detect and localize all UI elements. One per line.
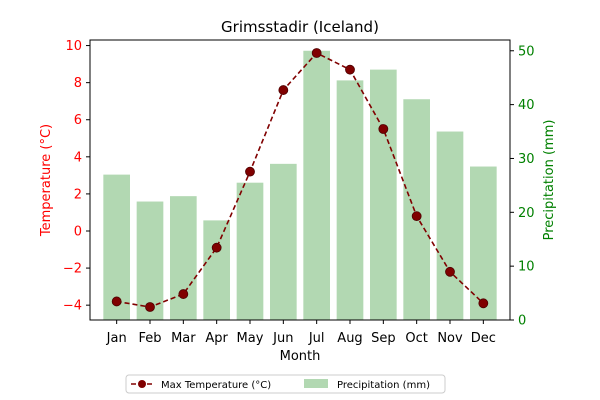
temp-point-jan: [111, 296, 122, 307]
right-tick-label: 50: [518, 44, 535, 59]
precipitation-bars: [103, 50, 497, 321]
precip-bar-jan: [103, 174, 130, 320]
x-tick-label: Nov: [437, 331, 463, 346]
legend-marker-swatch: [138, 380, 146, 388]
precip-bar-may: [236, 182, 264, 320]
right-y-axis: 0 10 20 30 40 50: [510, 44, 535, 329]
legend: Max Temperature (°C) Precipitation (mm): [125, 374, 446, 394]
precip-bar-jun: [270, 163, 297, 320]
left-y-axis: −4 −2 0 2 4 6 8 10: [63, 39, 90, 314]
chart-title: Grimsstadir (Iceland): [221, 18, 379, 36]
left-tick-label: 4: [74, 150, 82, 165]
temp-point-feb: [145, 302, 155, 312]
left-y-axis-label: Temperature (°C): [39, 124, 54, 237]
precip-bar-aug: [336, 80, 364, 320]
x-axis-label: Month: [280, 349, 321, 364]
precip-bar-apr: [203, 220, 230, 320]
x-tick-label: Jul: [308, 331, 325, 346]
x-tick-label: Jun: [272, 331, 293, 346]
precip-bar-nov: [436, 131, 464, 320]
x-tick-label: Apr: [205, 331, 228, 346]
temp-point-jun: [278, 85, 289, 95]
left-tick-label: 8: [74, 76, 82, 91]
right-tick-label: 10: [518, 260, 535, 275]
left-tick-label: −2: [63, 262, 82, 277]
right-y-axis-label: Precipitation (mm): [542, 120, 557, 241]
right-tick-label: 30: [518, 152, 535, 167]
x-tick-label: Feb: [138, 331, 161, 346]
legend-bar-swatch: [304, 379, 328, 388]
x-tick-label: Oct: [405, 331, 427, 346]
temp-point-jul: [311, 48, 322, 58]
legend-label-temperature: Max Temperature (°C): [161, 380, 271, 391]
x-axis: Jan Feb Mar Apr May Jun Jul Aug Sep Oct Nov Dec: [106, 320, 496, 346]
x-tick-label: Aug: [337, 331, 362, 346]
left-tick-label: 0: [74, 224, 82, 239]
x-tick-label: Jan: [106, 331, 127, 346]
precip-bar-dec: [470, 166, 497, 320]
precip-bar-jul: [303, 50, 330, 321]
temp-point-oct: [411, 211, 422, 222]
temp-point-may: [245, 166, 255, 177]
precip-bar-sep: [370, 69, 397, 320]
right-tick-label: 0: [518, 314, 526, 329]
right-tick-label: 20: [518, 206, 535, 221]
temp-point-sep: [378, 124, 389, 134]
temperature-line: [111, 48, 489, 312]
x-tick-label: May: [237, 331, 264, 346]
temp-point-nov: [445, 266, 455, 277]
temp-point-apr: [211, 242, 222, 253]
left-tick-label: −4: [63, 299, 82, 314]
legend-label-precipitation: Precipitation (mm): [337, 380, 430, 391]
left-tick-label: 10: [65, 39, 82, 54]
temperature-line-path: [116, 51, 484, 308]
temp-point-aug: [345, 64, 355, 75]
x-tick-label: Dec: [471, 331, 496, 346]
x-tick-label: Sep: [371, 331, 396, 346]
temp-point-mar: [178, 289, 189, 299]
left-tick-label: 6: [74, 113, 82, 128]
legend-box: [125, 374, 446, 394]
temp-point-dec: [478, 298, 489, 309]
precip-bar-mar: [170, 196, 197, 320]
right-tick-label: 40: [518, 98, 535, 113]
precip-bar-oct: [403, 99, 430, 320]
precip-bar-feb: [136, 201, 164, 320]
left-tick-label: 2: [74, 187, 82, 202]
x-tick-label: Mar: [171, 331, 196, 346]
plot-area-frame: [89, 39, 511, 321]
